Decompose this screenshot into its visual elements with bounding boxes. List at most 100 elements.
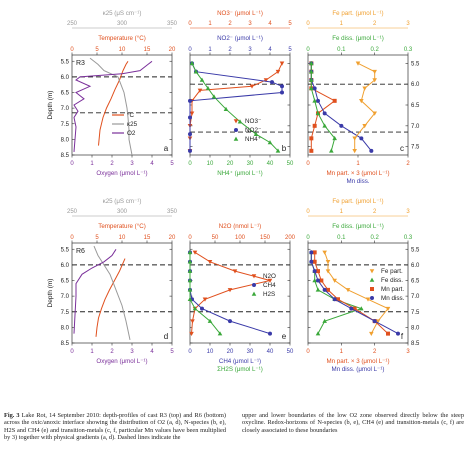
top-axis-1-tick-label: 5 <box>288 21 292 27</box>
data-point <box>375 319 381 324</box>
legend-label: NH4⁺ <box>245 136 261 143</box>
top-axis-tick-label: 150 <box>260 235 271 241</box>
legend-marker <box>369 277 375 282</box>
panel-f <box>307 215 409 344</box>
series-line <box>89 57 133 156</box>
legend-marker <box>252 283 256 287</box>
y-tick-label-right: 7.5 <box>411 310 420 316</box>
y-tick-label: 5.5 <box>61 59 70 65</box>
top-axis-1-tick-label: 1 <box>208 21 212 27</box>
panel-frame <box>189 54 291 156</box>
data-point <box>325 259 331 265</box>
bottom-axis-tick-label: 10 <box>207 161 214 167</box>
legend-label: °C <box>127 111 135 119</box>
bottom-axis-tick-label: 20 <box>227 349 234 355</box>
data-point <box>365 297 371 302</box>
bottom-axis-tick-label: 0 <box>306 349 310 355</box>
data-point <box>228 319 232 324</box>
data-point <box>211 94 217 99</box>
top-axis-label-2: Fe diss. (μmol L⁻¹) <box>332 35 384 42</box>
data-point <box>312 250 317 255</box>
bottom-axis-label-2: Mn diss. <box>346 178 369 185</box>
panel-a <box>71 27 173 156</box>
data-point <box>372 69 377 75</box>
data-point <box>187 259 193 264</box>
top-axis-1-tick-label: 0 <box>306 21 310 27</box>
legend-label: Fe diss. <box>381 277 403 284</box>
data-point <box>372 78 377 83</box>
y-axis-label: Depth (m) <box>47 91 54 120</box>
data-point <box>372 111 377 116</box>
data-point <box>263 78 269 83</box>
bottom-axis-label-2: ΣH2S (μmol L⁻¹) <box>217 366 263 373</box>
data-point <box>339 123 344 128</box>
top-axis-2-tick-label: 0.1 <box>337 47 346 53</box>
data-point <box>359 99 364 104</box>
bottom-axis-tick-label: 5 <box>170 161 174 167</box>
caption-right-text: upper and lower boundaries of the low O2… <box>242 412 464 434</box>
series-line <box>310 63 336 151</box>
panel-e <box>187 242 291 344</box>
data-point <box>362 124 367 129</box>
y-tick-label-right: 7.0 <box>411 294 420 300</box>
y-axis-label: Depth (m) <box>47 279 54 308</box>
data-point <box>309 259 314 264</box>
y-tick-label: 7.5 <box>61 122 70 128</box>
data-point <box>309 77 314 82</box>
bottom-axis-tick-label: 50 <box>287 349 294 355</box>
data-point <box>309 85 314 91</box>
data-point <box>280 84 284 89</box>
legend-label: CH4 <box>263 282 276 289</box>
top-axis-1-tick-label: 250 <box>67 21 78 27</box>
bottom-axis-label: Oxygen (μmol L⁻¹) <box>96 358 147 365</box>
y-tick-label: 7.0 <box>61 294 70 300</box>
top-axis-2-tick-label: 5 <box>288 47 292 53</box>
legend-marker <box>369 269 375 274</box>
data-point <box>202 297 208 302</box>
data-point <box>309 250 314 255</box>
top-axis-2-tick-label: 20 <box>169 47 176 53</box>
data-point <box>325 269 331 274</box>
data-point <box>223 106 229 111</box>
bottom-axis-tick-label: 10 <box>207 349 214 355</box>
data-point <box>312 86 317 91</box>
data-point <box>329 148 334 153</box>
bottom-axis-tick-label: 0 <box>70 349 74 355</box>
legend-label: NO2⁻ <box>245 127 261 134</box>
y-tick-label: 7.0 <box>61 106 70 112</box>
series-line <box>191 63 279 152</box>
top-axis-1-tick-label: 350 <box>167 209 178 215</box>
data-point <box>187 268 193 273</box>
top-axis-2-tick-label: 2 <box>228 47 232 53</box>
y-tick-label-right: 5.5 <box>411 61 420 67</box>
bottom-axis-tick-label: 30 <box>247 161 254 167</box>
top-axis-1-tick-label: 3 <box>406 21 410 27</box>
data-point <box>267 140 273 145</box>
y-tick-label: 8.5 <box>61 153 70 159</box>
series-line <box>310 63 336 151</box>
bottom-axis-tick-label: 4 <box>150 349 154 355</box>
bottom-axis-tick-label: 0 <box>306 161 310 167</box>
top-axis-1-tick-label: 4 <box>268 21 272 27</box>
top-axis-1-tick-label: 2 <box>373 209 377 215</box>
top-axis-2-tick-label: 20 <box>169 235 176 241</box>
data-point <box>312 98 317 103</box>
bottom-axis-tick-label: 40 <box>267 161 274 167</box>
top-axis-2-tick-label: 5 <box>95 235 99 241</box>
bottom-axis-label: CH4 (μmol L⁻¹) <box>219 358 261 365</box>
top-axis-label-1: Fe part. (μmol L⁻¹) <box>332 10 383 17</box>
data-point <box>187 296 193 302</box>
panel-letter: f <box>401 332 404 341</box>
top-axis-tick-label: 200 <box>285 235 296 241</box>
top-axis-2-tick-label: 0.1 <box>337 235 346 241</box>
data-point <box>386 331 390 336</box>
figure-caption: Fig. 3 Lake Rot, 14 September 2010: dept… <box>4 412 466 464</box>
data-point <box>187 278 193 283</box>
data-point <box>372 319 377 324</box>
data-point <box>352 136 357 141</box>
top-axis-1-tick-label: 3 <box>248 21 252 27</box>
legend-marker <box>233 136 239 141</box>
data-point <box>205 85 211 91</box>
top-axis-label-1: κ25 (μS cm⁻¹) <box>103 198 142 205</box>
panel-letter: d <box>164 332 168 341</box>
